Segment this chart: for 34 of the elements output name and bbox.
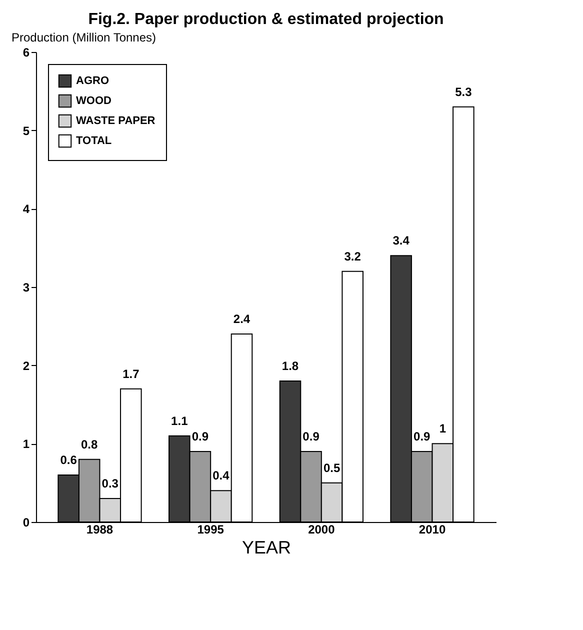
chart-title: Fig.2. Paper production & estimated projection — [88, 11, 444, 28]
x-tick-label: 2010 — [418, 522, 446, 536]
y-tick-label: 3 — [22, 280, 30, 294]
y-tick-label: 4 — [22, 202, 30, 216]
legend-label: TOTAL — [76, 135, 112, 147]
y-tick-label: 6 — [22, 46, 30, 60]
data-label: 0.9 — [192, 430, 209, 444]
data-label: 3.4 — [392, 234, 410, 248]
x-tick-label: 2000 — [308, 522, 336, 536]
legend-label: WOOD — [76, 95, 112, 107]
x-axis-title: YEAR — [242, 538, 292, 558]
data-label: 0.5 — [323, 460, 340, 475]
y-axis-title: Production (Million Tonnes) — [12, 30, 156, 44]
y-tick-label: 2 — [22, 358, 30, 373]
legend-label: WASTE PAPER — [76, 115, 156, 127]
data-label: 1.1 — [171, 414, 188, 428]
data-label: 0.9 — [414, 430, 431, 444]
data-label: 0.6 — [60, 453, 78, 467]
data-label: 1 — [439, 422, 446, 436]
y-tick-label: 1 — [22, 437, 30, 452]
data-label: 1.7 — [122, 366, 140, 381]
data-label: 0.9 — [302, 430, 320, 444]
data-label: 0.8 — [81, 437, 98, 452]
data-label: 3.2 — [344, 249, 362, 264]
legend-label: AGRO — [76, 75, 110, 87]
data-label: 1.8 — [282, 359, 299, 373]
x-tick-label: 1988 — [86, 522, 114, 536]
y-tick-label: 0 — [22, 516, 30, 530]
x-tick-label: 1995 — [197, 522, 224, 536]
data-label: 5.3 — [455, 84, 472, 99]
y-tick-label: 5 — [22, 124, 30, 138]
data-label: 0.3 — [102, 476, 119, 490]
data-label: 0.4 — [212, 468, 230, 483]
data-label: 2.4 — [233, 312, 250, 326]
